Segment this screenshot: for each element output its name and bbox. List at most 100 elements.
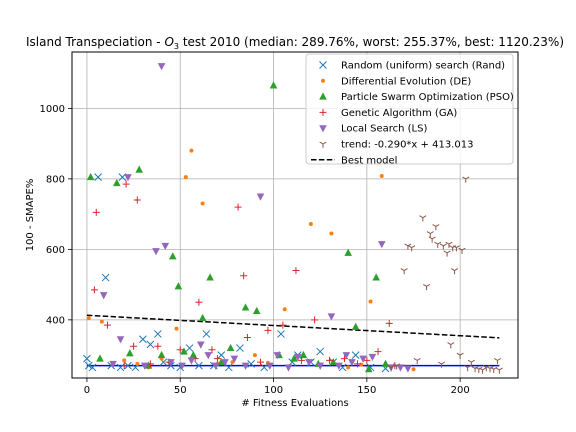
data-point-trend	[447, 342, 455, 349]
data-point-de	[252, 353, 257, 358]
data-point-ls	[167, 359, 175, 367]
data-point-rand	[139, 335, 147, 344]
data-point-ga	[154, 342, 162, 350]
data-point-ls	[256, 193, 265, 201]
data-point-rand	[316, 347, 325, 356]
data-point-rand	[277, 330, 285, 338]
data-point-de	[183, 175, 188, 180]
data-point-ga	[326, 356, 334, 364]
data-point-de	[346, 365, 351, 370]
y-tick-label: 400	[46, 315, 65, 326]
data-point-ga	[374, 348, 382, 356]
data-point-ga	[279, 321, 287, 329]
data-point-trend	[428, 236, 436, 243]
y-tick-label: 600	[46, 245, 65, 256]
trend-line-group	[86, 314, 500, 367]
data-point-trend	[458, 247, 466, 254]
data-point-rand	[84, 361, 93, 370]
data-point-trend	[387, 365, 395, 372]
data-point-pso	[126, 349, 134, 357]
data-point-pso	[372, 273, 380, 281]
data-point-ls	[109, 360, 117, 369]
data-point-ls	[178, 362, 186, 370]
legend-label: Best model	[341, 155, 397, 166]
data-point-ga	[120, 362, 128, 370]
data-point-rand	[236, 344, 244, 352]
data-point-rand	[124, 361, 132, 370]
data-point-pso	[198, 313, 207, 322]
data-point-de	[379, 174, 384, 179]
data-point-pso	[351, 322, 360, 330]
data-point-pso	[135, 165, 143, 173]
data-point-ls	[152, 248, 160, 256]
data-point-ls	[404, 365, 412, 373]
x-tick-label: 50	[174, 385, 187, 396]
legend-label: Random (uniform) search (Rand)	[341, 61, 505, 72]
data-point-ls	[99, 292, 108, 300]
data-point-rand	[195, 361, 203, 370]
data-point-trend	[419, 215, 427, 222]
data-point-pso	[364, 364, 373, 373]
data-point-ga	[256, 358, 264, 366]
data-point-ls	[316, 362, 324, 370]
data-point-ga	[292, 267, 300, 275]
y-tick-label: 800	[46, 174, 65, 185]
data-point-rand	[260, 363, 269, 372]
data-point-de	[329, 231, 334, 236]
data-point-trend	[445, 241, 453, 248]
data-point-pso	[226, 343, 235, 352]
data-point-ga	[385, 319, 393, 327]
data-point-pso	[344, 248, 352, 256]
data-point-trend	[493, 358, 502, 365]
data-point-de	[368, 299, 373, 304]
data-point-ls	[266, 362, 274, 370]
data-point-pso	[269, 81, 278, 89]
data-point-pso	[381, 359, 390, 367]
legend-marker-ls	[319, 125, 327, 133]
data-point-ls	[327, 313, 336, 321]
data-point-de	[411, 367, 416, 372]
legend-label: Differential Evolution (DE)	[341, 76, 471, 87]
legend-marker-de	[321, 78, 325, 83]
data-point-ls	[196, 341, 205, 349]
data-point-ls	[187, 357, 196, 365]
data-point-pso	[329, 357, 338, 366]
y-axis-ticks: 400 600 800 1000	[40, 104, 72, 326]
data-point-rand	[88, 363, 97, 372]
data-point-de	[282, 307, 287, 312]
data-point-trend	[400, 268, 408, 275]
data-point-trend	[462, 176, 470, 183]
data-point-trend	[443, 250, 451, 257]
data-point-ls	[241, 362, 250, 370]
data-point-ga	[243, 333, 251, 341]
data-point-de	[86, 316, 91, 321]
data-point-trend	[495, 367, 503, 374]
data-point-trend	[456, 352, 464, 359]
data-point-trend	[467, 359, 475, 366]
data-point-pso	[180, 347, 188, 355]
x-tick-label: 0	[84, 385, 90, 396]
data-point-trend	[408, 245, 416, 252]
data-point-ga	[133, 196, 141, 204]
data-point-ga	[340, 355, 348, 363]
data-point-ls	[221, 359, 229, 367]
data-point-ga	[176, 346, 184, 354]
data-point-ga	[214, 355, 222, 363]
data-point-ls	[140, 362, 149, 370]
data-point-trend	[437, 361, 446, 368]
data-point-ga	[146, 360, 154, 368]
data-point-trend	[423, 284, 431, 291]
legend-marker-rand	[319, 61, 327, 69]
data-point-ls	[293, 353, 302, 362]
data-point-ls	[335, 362, 343, 370]
data-point-ga	[240, 272, 248, 280]
data-point-trend	[413, 358, 421, 365]
data-point-ga	[298, 356, 306, 364]
data-point-rand	[83, 354, 91, 363]
data-point-rand	[185, 344, 194, 352]
x-axis-label: # Fitness Evaluations	[241, 398, 348, 409]
data-point-ga	[103, 321, 111, 329]
y-tick-label: 1000	[40, 104, 65, 115]
data-point-ga	[363, 356, 371, 364]
data-point-de	[308, 221, 313, 226]
